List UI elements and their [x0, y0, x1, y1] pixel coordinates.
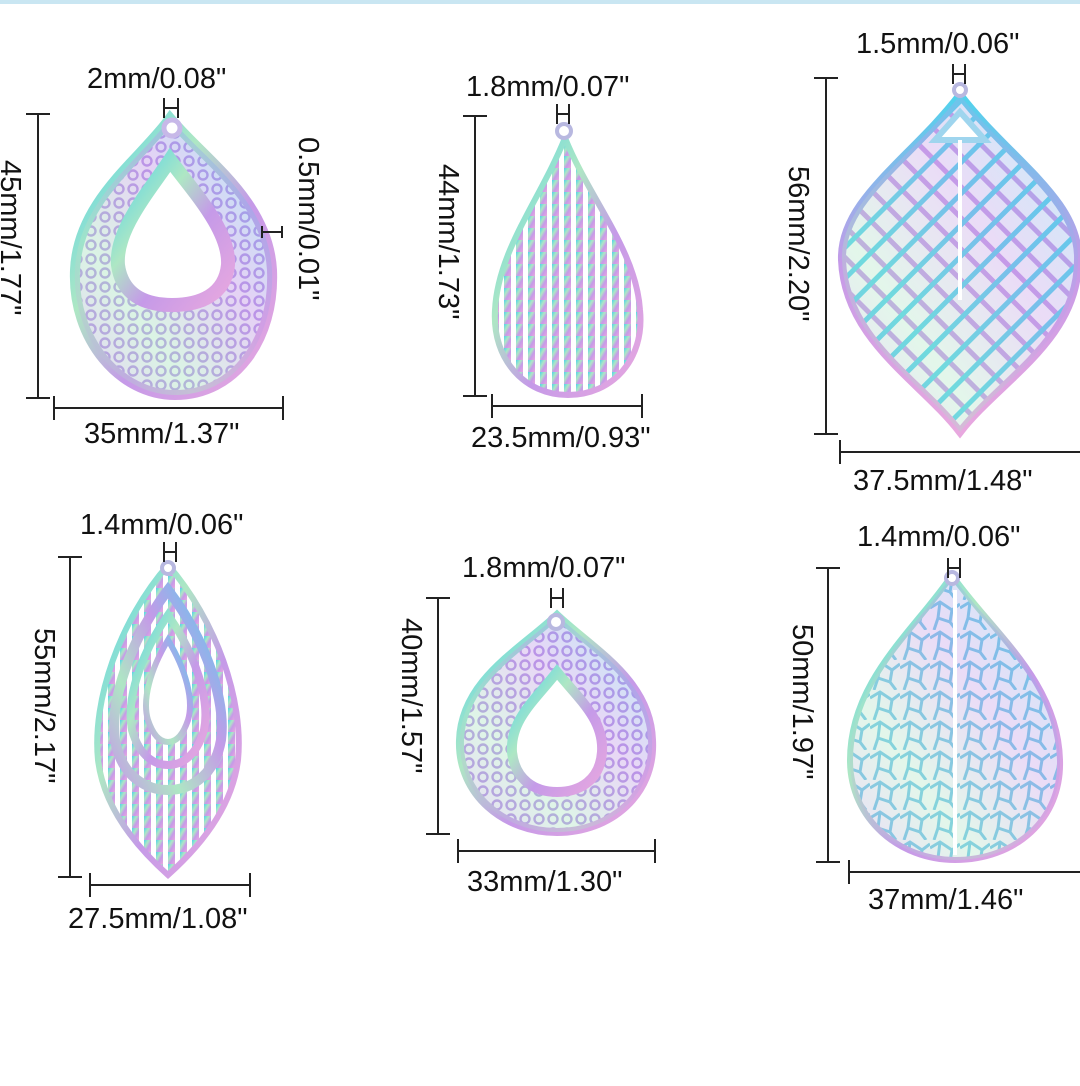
- hole-label-6: 1.4mm/0.06": [857, 521, 1021, 553]
- pendant-striped-teardrop: [491, 122, 644, 399]
- height-label-2: 44mm/1.73": [432, 164, 464, 320]
- height-label-5: 40mm/1.57": [395, 618, 427, 774]
- height-label-6: 50mm/1.97": [786, 624, 818, 780]
- pendant-vein-teardrop: [846, 569, 1064, 864]
- hole-label-1: 2mm/0.08": [87, 63, 227, 95]
- height-label-4: 55mm/2.17": [28, 628, 60, 784]
- top-edge-strip: [0, 0, 1080, 4]
- height-label-3: 56mm/2.20": [782, 166, 814, 322]
- pendant-scalloped-teardrop: [69, 109, 278, 401]
- width-label-2: 23.5mm/0.93": [471, 422, 651, 454]
- pendant-leaf-diamond: [837, 82, 1080, 439]
- width-label-1: 35mm/1.37": [84, 418, 240, 450]
- width-label-6: 37mm/1.46": [868, 884, 1024, 916]
- width-label-5: 33mm/1.30": [467, 866, 623, 898]
- width-label-4: 27.5mm/1.08": [68, 903, 248, 935]
- dimension-lines: [26, 64, 1080, 897]
- pendant-swirl-teardrop: [455, 609, 657, 837]
- hole-label-2: 1.8mm/0.07": [466, 71, 630, 103]
- height-label-1: 45mm/1.77": [0, 160, 26, 316]
- hole-label-4: 1.4mm/0.06": [80, 509, 244, 541]
- width-label-3: 37.5mm/1.48": [853, 465, 1033, 497]
- thickness-label-1: 0.5mm/0.01": [292, 137, 324, 301]
- hole-label-5: 1.8mm/0.07": [462, 552, 626, 584]
- pendant-feather-leaf: [94, 560, 242, 880]
- hole-label-3: 1.5mm/0.06": [856, 28, 1020, 60]
